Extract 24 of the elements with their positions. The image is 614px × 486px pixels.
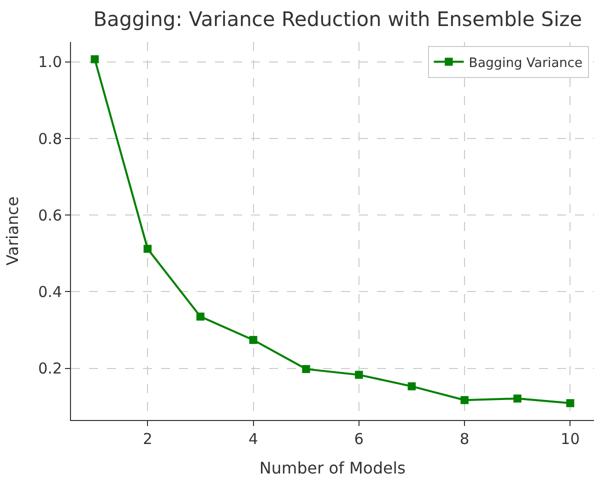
chart-title: Bagging: Variance Reduction with Ensemble Size <box>93 7 582 32</box>
point <box>90 55 99 64</box>
x-axis-title: Number of Models <box>259 458 406 478</box>
point <box>196 312 204 321</box>
x-tick-label: 10 <box>560 430 580 448</box>
y-tick-label: 1.0 <box>38 53 62 72</box>
x-tick-label: 8 <box>460 430 470 448</box>
y-axis-title: Variance <box>3 196 22 266</box>
point <box>460 396 469 404</box>
point <box>249 336 258 344</box>
point <box>566 399 574 408</box>
point <box>144 244 152 253</box>
x-tick-label: 2 <box>142 430 152 448</box>
point <box>302 365 310 374</box>
y-tick-label: 0.6 <box>38 206 62 224</box>
y-tick-label: 0.4 <box>38 282 62 301</box>
x-tick-label: 4 <box>248 430 258 448</box>
legend-label: Bagging Variance <box>468 56 583 71</box>
point <box>513 394 522 403</box>
y-tick-label: 0.8 <box>38 130 62 148</box>
point <box>408 382 416 390</box>
x-tick-label: 6 <box>354 430 364 448</box>
y-tick-label: 0.2 <box>38 360 62 378</box>
point <box>354 370 363 379</box>
